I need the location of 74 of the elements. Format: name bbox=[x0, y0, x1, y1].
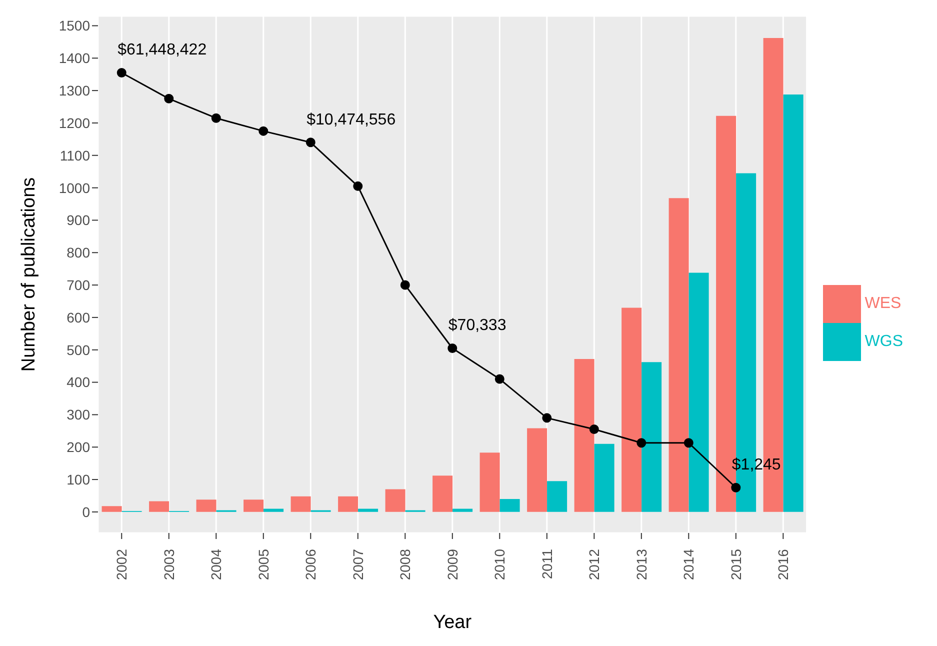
y-tick-label: 0 bbox=[82, 504, 90, 520]
bar bbox=[668, 198, 689, 512]
y-tick-label: 800 bbox=[66, 244, 90, 261]
point bbox=[400, 280, 410, 290]
bar bbox=[102, 506, 122, 512]
x-tick-label: 2005 bbox=[255, 548, 272, 580]
y-tick-label: 1400 bbox=[58, 50, 90, 66]
x-tick-label: 2011 bbox=[538, 548, 555, 580]
x-tick-label: 2014 bbox=[680, 548, 697, 580]
annotation: $61,448,422 bbox=[118, 42, 207, 59]
x-tick-label: 2013 bbox=[633, 548, 650, 580]
bar bbox=[547, 481, 568, 512]
y-tick-label: 100 bbox=[66, 471, 90, 488]
x-tick-label: 2007 bbox=[350, 548, 366, 580]
point bbox=[636, 438, 646, 448]
y-axis-title: Number of publications bbox=[18, 177, 40, 372]
point bbox=[448, 343, 458, 353]
y-tick-label: 200 bbox=[66, 439, 90, 456]
bar bbox=[642, 362, 662, 512]
y-tick-label: 300 bbox=[66, 406, 90, 423]
bar bbox=[783, 94, 804, 512]
y-tick-label: 700 bbox=[66, 277, 90, 294]
point bbox=[589, 424, 599, 434]
y-tick-label: 400 bbox=[66, 374, 90, 390]
y-tick-label: 1300 bbox=[58, 82, 90, 99]
x-tick-label: 2016 bbox=[775, 548, 792, 580]
x-tick-label: 2010 bbox=[492, 548, 508, 580]
x-tick-label: 2003 bbox=[160, 548, 177, 580]
x-tick-label: 2004 bbox=[208, 548, 224, 580]
y-tick-label: 1100 bbox=[60, 147, 90, 164]
bar bbox=[622, 308, 642, 512]
y-tick-label: 600 bbox=[66, 309, 90, 326]
bar bbox=[480, 452, 500, 512]
y-tick-label: 900 bbox=[66, 212, 90, 228]
point bbox=[731, 482, 741, 492]
point bbox=[258, 126, 268, 136]
x-tick-label: 2012 bbox=[586, 548, 602, 580]
y-tick-label: 1500 bbox=[58, 18, 90, 34]
point bbox=[116, 68, 126, 78]
y-tick-label: 500 bbox=[66, 342, 90, 358]
point bbox=[164, 94, 174, 104]
x-tick-label: 2015 bbox=[728, 548, 744, 580]
bar bbox=[594, 444, 614, 512]
bar bbox=[500, 498, 520, 512]
legend-label: WES bbox=[864, 295, 902, 312]
point bbox=[542, 413, 552, 423]
bar bbox=[574, 358, 594, 512]
bar bbox=[452, 508, 473, 512]
bar bbox=[149, 501, 170, 512]
y-tick-label: 1000 bbox=[58, 180, 90, 196]
point bbox=[306, 138, 316, 148]
x-tick-label: 2006 bbox=[302, 548, 319, 580]
y-tick-label: 1200 bbox=[58, 114, 90, 131]
bar bbox=[264, 508, 284, 512]
bar bbox=[244, 500, 264, 512]
annotation: $70,333 bbox=[448, 317, 506, 334]
x-axis-title: Year bbox=[433, 612, 472, 633]
bar bbox=[432, 476, 453, 512]
bar bbox=[338, 496, 358, 512]
point bbox=[211, 113, 221, 123]
bar bbox=[385, 489, 406, 512]
legend-label: WGS bbox=[864, 333, 903, 350]
bar bbox=[196, 500, 216, 512]
x-tick-label: 2002 bbox=[114, 548, 130, 580]
point bbox=[353, 181, 363, 191]
bar bbox=[527, 428, 548, 512]
x-tick-label: 2009 bbox=[444, 548, 460, 580]
point bbox=[494, 374, 504, 384]
bar bbox=[290, 496, 311, 512]
bar bbox=[688, 272, 709, 512]
annotation: $10,474,556 bbox=[306, 111, 396, 128]
x-tick-label: 2008 bbox=[397, 548, 414, 580]
bar bbox=[358, 508, 378, 512]
point bbox=[684, 438, 694, 448]
